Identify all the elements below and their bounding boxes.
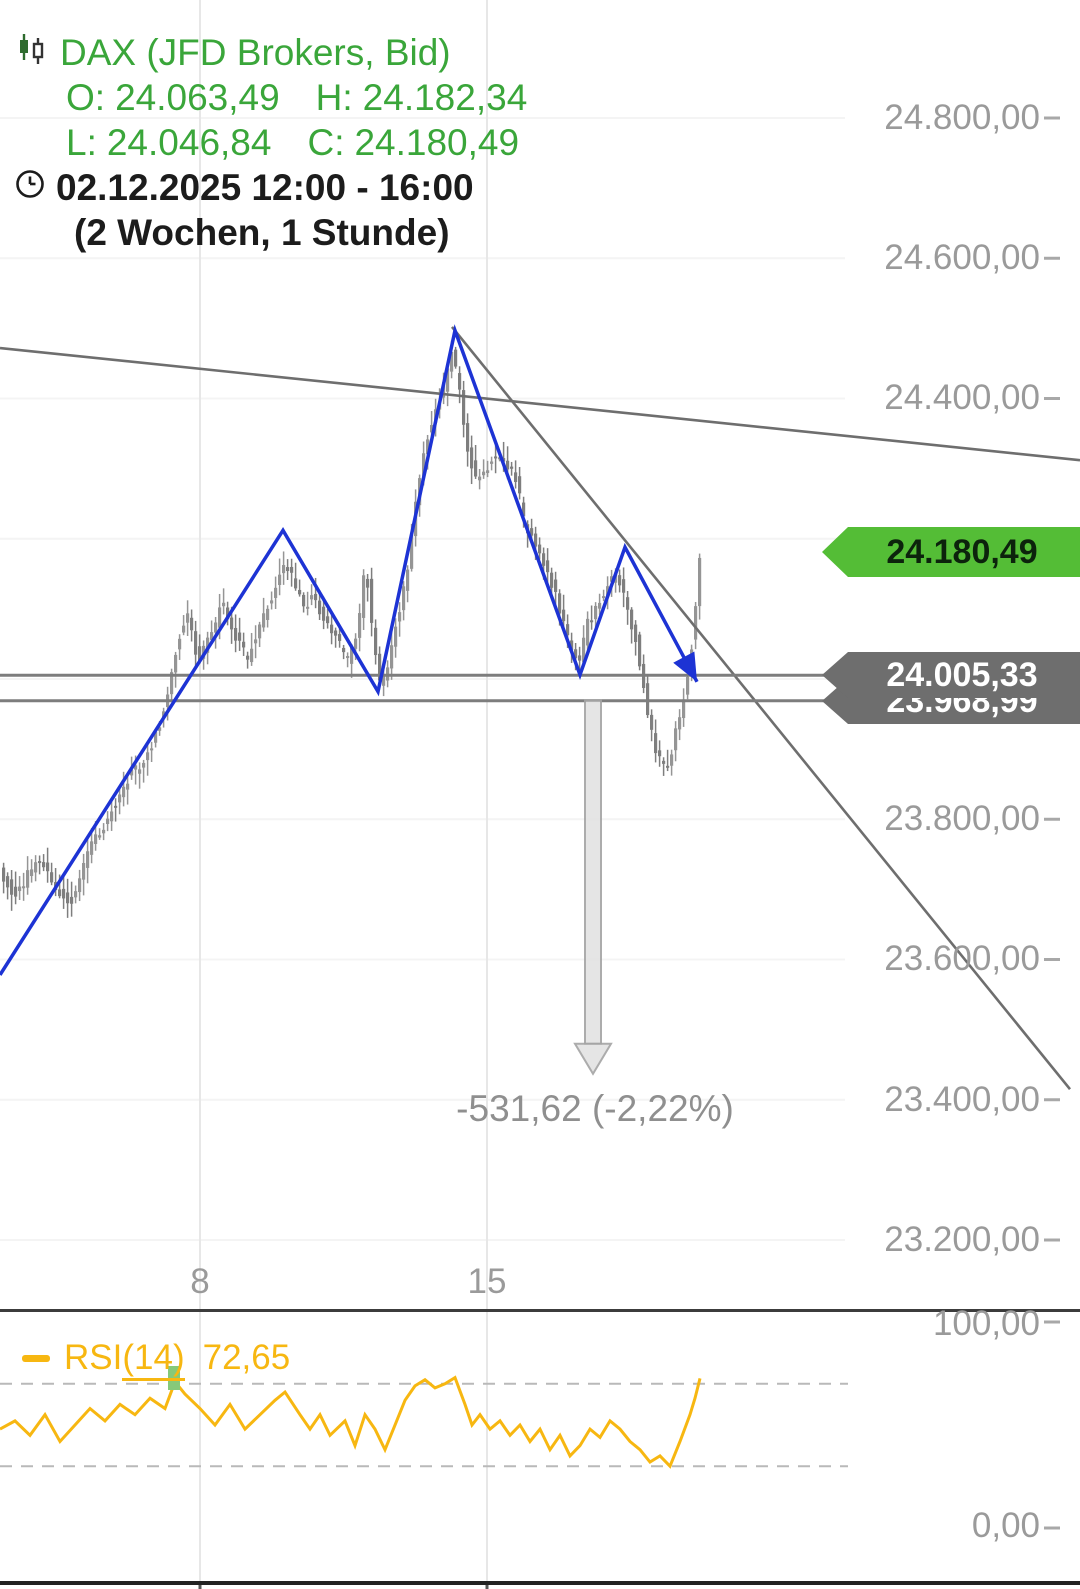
horizontal-gridlines <box>0 117 845 1241</box>
candlestick-icon <box>14 30 50 75</box>
trendlines <box>0 326 1080 1091</box>
rsi-series <box>0 1366 702 1469</box>
rsi-series-marker <box>22 1354 50 1362</box>
rsi-marker <box>168 1366 180 1390</box>
zigzag-arrowhead <box>673 651 697 682</box>
rsi-label-group: RSI(14) <box>64 1338 185 1381</box>
y-axis-label: 24.400,00 <box>884 378 1040 417</box>
x-axis-label: 8 <box>190 1262 210 1301</box>
datetime-text: 02.12.2025 12:00 - 16:00 <box>56 166 474 208</box>
measurement-label: -531,62 (-2,22%) <box>456 1088 734 1129</box>
high-value: 24.182,34 <box>362 76 528 118</box>
chart-bottom-border <box>0 1581 1080 1585</box>
support-price-tag: 24.005,33 <box>822 652 1080 698</box>
open-label: O: <box>66 76 106 118</box>
y-axis-label: 24.800,00 <box>884 98 1040 137</box>
panel-separator <box>0 1309 1080 1312</box>
datetime-row: 02.12.2025 12:00 - 16:00 <box>14 165 527 210</box>
zigzag-pattern <box>0 324 699 976</box>
chart-legend: DAX (JFD Brokers, Bid) O: 24.063,49 H: 2… <box>14 30 527 255</box>
x-axis-label: 15 <box>467 1262 507 1301</box>
support-lines <box>0 673 848 703</box>
rsi-label: RSI <box>64 1338 123 1377</box>
open-value: 24.063,49 <box>115 76 280 118</box>
rsi-axis-label: 100,00 <box>932 1304 1040 1343</box>
vertical-gridlines <box>199 0 488 1581</box>
close-label: C: <box>307 121 345 163</box>
rsi-legend: RSI(14) 72,65 <box>22 1338 291 1381</box>
clock-icon <box>14 167 46 209</box>
timeframe-text: (2 Wochen, 1 Stunde) <box>74 211 450 253</box>
y-axis-label: 23.400,00 <box>884 1080 1040 1119</box>
rsi-guide-lines <box>0 1382 848 1468</box>
high-label: H: <box>315 76 353 118</box>
y-axis-label: 23.800,00 <box>884 799 1040 838</box>
y-axis-ticks <box>1044 116 1060 1530</box>
low-value: 24.046,84 <box>106 121 272 163</box>
rsi-value: 72,65 <box>202 1338 291 1377</box>
ohlc-line-1: O: 24.063,49 H: 24.182,34 <box>14 75 527 120</box>
y-axis-label: 23.600,00 <box>884 939 1040 978</box>
ohlc-line-2: L: 24.046,84 C: 24.180,49 <box>14 120 527 165</box>
instrument-title: DAX (JFD Brokers, Bid) <box>60 31 451 73</box>
current-price-tag: 24.180,49 <box>822 527 1080 577</box>
low-label: L: <box>66 121 97 163</box>
y-axis-label: 23.200,00 <box>884 1220 1040 1259</box>
instrument-row: DAX (JFD Brokers, Bid) <box>14 30 527 75</box>
measurement-arrow <box>573 699 613 1076</box>
close-value: 24.180,49 <box>354 121 520 163</box>
rsi-param-link[interactable]: (14) <box>122 1338 185 1381</box>
y-axis-label: 24.600,00 <box>884 238 1040 277</box>
rsi-axis-label: 0,00 <box>971 1506 1040 1545</box>
